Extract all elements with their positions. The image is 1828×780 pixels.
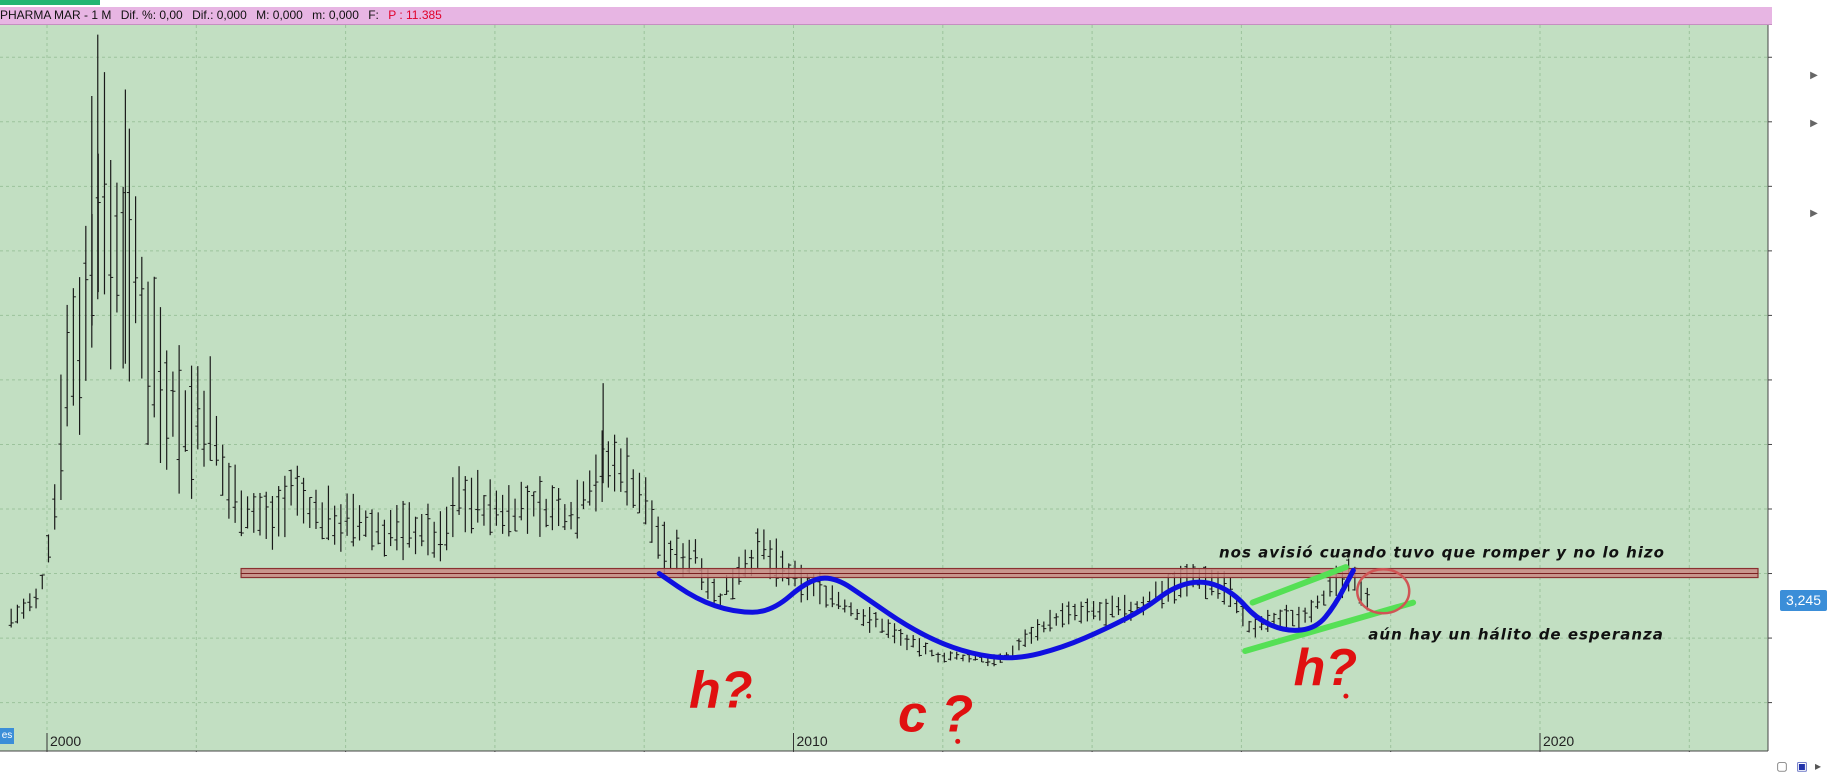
expand-icon[interactable]: ▸	[1814, 759, 1822, 773]
scroll-left-icon[interactable]: ▶	[1810, 208, 1818, 219]
y-tick-label: 0	[1790, 695, 1798, 711]
max-readout: M: 0,000	[256, 8, 303, 22]
price-badge-box: 3,245	[1780, 590, 1827, 611]
inner-x-tick-label: 2010	[797, 733, 828, 749]
annotation-h1-text: h?	[689, 661, 753, 719]
inner-x-tick-label: 2000	[50, 733, 81, 749]
scroll-down-icon[interactable]: ▶	[1810, 118, 1818, 129]
plot-background	[0, 25, 1768, 751]
y-tick-label: 4	[1790, 566, 1798, 582]
y-tick-label: 18	[1790, 114, 1806, 130]
inner-x-tick-label: 2020	[1543, 733, 1574, 749]
save-icon[interactable]: ▣	[1796, 759, 1808, 773]
annotation-c-text: c ?	[898, 686, 973, 744]
window-accent	[0, 0, 100, 5]
y-tick-label: 20	[1790, 49, 1806, 65]
instrument-title: PHARMA MAR - 1 M	[0, 8, 112, 22]
annotation-hope-text: aún hay un hálito de esperanza	[1368, 626, 1664, 644]
blue-pattern-curve	[656, 567, 1356, 661]
dif-pct-readout: Dif. %: 0,00	[120, 8, 183, 22]
y-tick-label: 2	[1790, 630, 1798, 646]
y-tick-label: 16	[1790, 178, 1806, 194]
scroll-up-icon[interactable]: ▶	[1810, 70, 1818, 81]
annotation-warning-text: nos avisió cuando tuvo que romper y no l…	[1219, 543, 1665, 561]
y-tick-label: 14	[1790, 243, 1806, 259]
y-tick-label: 12	[1790, 307, 1806, 323]
annotation-h2-dot	[1343, 693, 1349, 699]
chart-header: PHARMA MAR - 1 M Dif. %: 0,00 Dif.: 0,00…	[0, 7, 1772, 25]
settings-icon[interactable]: ▢	[1776, 759, 1788, 773]
y-tick-label: 6	[1790, 501, 1798, 517]
annotation-h2-text: h?	[1294, 639, 1358, 697]
annotation-c-dot	[955, 738, 961, 744]
f-readout: F:	[368, 8, 379, 22]
dif-readout: Dif.: 0,000	[192, 8, 247, 22]
price-badge-value: 3,245	[1785, 592, 1822, 608]
drawings: nos avisió cuando tuvo que romper y no l…	[240, 543, 1759, 744]
bottom-left-tag: es	[0, 728, 14, 744]
price-readout: P : 11.385	[388, 8, 442, 22]
y-tick-label: 10	[1790, 372, 1806, 388]
channel-lower-line	[1242, 599, 1417, 654]
highlight-circle	[1355, 568, 1411, 615]
time-axis-bar	[0, 752, 1772, 780]
y-tick-label: 8	[1790, 436, 1798, 452]
annotation-h1-dot	[746, 693, 752, 699]
channel-upper-line	[1249, 564, 1349, 606]
min-readout: m: 0,000	[312, 8, 359, 22]
bottom-left-tag-text: es	[1, 730, 13, 741]
